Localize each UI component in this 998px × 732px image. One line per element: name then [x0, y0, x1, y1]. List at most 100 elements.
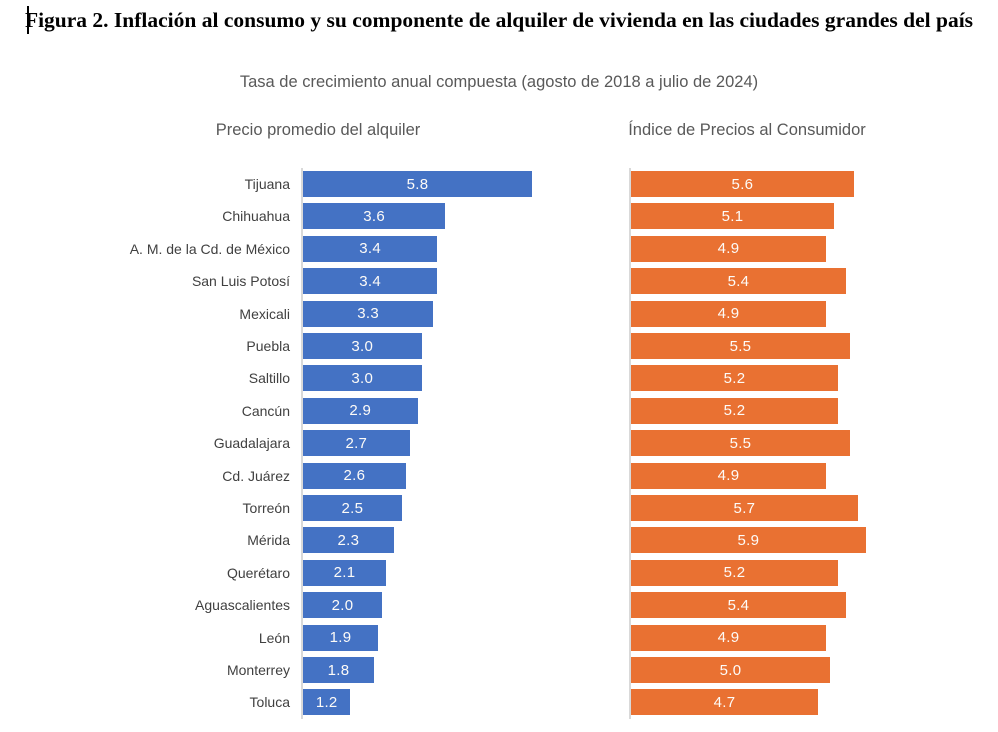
chart-row: Tijuana 5.8 5.6	[0, 168, 998, 200]
alquiler-value-label: 3.4	[359, 240, 382, 258]
alquiler-value-label: 2.1	[333, 564, 356, 582]
ipc-value-label: 5.4	[727, 596, 750, 614]
ipc-value-label: 4.9	[717, 467, 740, 485]
ipc-bar: 5.4	[631, 268, 846, 295]
chart-row: A. M. de la Cd. de México 3.4 4.9	[0, 233, 998, 265]
alquiler-bar: 3.0	[303, 333, 422, 359]
alquiler-value-label: 2.3	[337, 531, 360, 549]
category-label: Cd. Juárez	[222, 467, 290, 484]
ipc-bar: 5.0	[631, 657, 830, 683]
ipc-value-label: 5.4	[727, 272, 750, 290]
ipc-bar: 5.2	[631, 559, 838, 586]
alquiler-bar: 3.3	[303, 300, 434, 327]
category-label: Tijuana	[244, 176, 290, 192]
ipc-bar: 5.1	[631, 203, 834, 230]
category-label: Mérida	[247, 532, 290, 549]
category-label: San Luis Potosí	[191, 273, 290, 290]
chart-row: San Luis Potosí 3.4 5.4	[0, 265, 998, 297]
alquiler-bar: 1.2	[303, 689, 351, 716]
chart-row: Cancún 2.9 5.2	[0, 395, 998, 427]
category-label: León	[258, 629, 290, 646]
ipc-value-label: 5.5	[729, 337, 752, 355]
alquiler-bar: 2.5	[303, 495, 402, 521]
category-label: Puebla	[246, 338, 290, 354]
chart-row: Torreón 2.5 5.7	[0, 492, 998, 524]
ipc-bar: 4.7	[631, 689, 819, 716]
alquiler-bar: 1.8	[303, 657, 375, 683]
ipc-value-label: 4.9	[717, 629, 740, 647]
chart-row: Aguascalientes 2.0 5.4	[0, 589, 998, 621]
alquiler-value-label: 2.0	[331, 596, 354, 614]
ipc-bar: 5.4	[631, 592, 846, 619]
ipc-value-label: 5.5	[729, 434, 752, 452]
ipc-bar: 5.5	[631, 430, 850, 457]
chart-row: Saltillo 3.0 5.2	[0, 362, 998, 394]
alquiler-bar: 3.4	[303, 235, 438, 262]
ipc-bar: 4.9	[631, 624, 827, 651]
chart-row: León 1.9 4.9	[0, 622, 998, 654]
category-label: Toluca	[249, 694, 290, 711]
category-label: Cancún	[241, 402, 290, 419]
alquiler-bar: 2.9	[303, 397, 418, 424]
alquiler-value-label: 1.2	[315, 693, 338, 711]
figure-title: Figura 2. Inflación al consumo y su comp…	[24, 8, 974, 32]
category-label: Mexicali	[239, 305, 290, 322]
ipc-value-label: 4.9	[717, 240, 740, 258]
alquiler-value-label: 3.3	[357, 305, 380, 323]
alquiler-value-label: 2.9	[349, 402, 372, 420]
ipc-bar: 4.9	[631, 300, 827, 327]
category-label: Chihuahua	[222, 208, 290, 225]
chart-row: Querétaro 2.1 5.2	[0, 557, 998, 589]
alquiler-bar: 2.7	[303, 430, 410, 457]
ipc-value-label: 4.9	[717, 305, 740, 323]
ipc-bar: 5.2	[631, 397, 838, 424]
alquiler-value-label: 2.7	[345, 434, 368, 452]
bar-chart: Tijuana 5.8 5.6 Chihuahua 3.6 5.1 A. M. de la …	[0, 168, 998, 720]
ipc-value-label: 5.2	[723, 402, 746, 420]
chart-row: Guadalajara 2.7 5.5	[0, 427, 998, 459]
ipc-bar: 4.9	[631, 462, 827, 489]
alquiler-bar: 2.3	[303, 527, 394, 554]
alquiler-bar: 2.0	[303, 592, 382, 619]
figure-subtitle: Tasa de crecimiento anual compuesta (ago…	[239, 73, 759, 91]
alquiler-bar: 1.9	[303, 624, 379, 651]
ipc-bar: 5.7	[631, 495, 858, 521]
axis-line-ipc	[629, 168, 631, 719]
chart-row: Toluca 1.2 4.7	[0, 686, 998, 718]
alquiler-value-label: 3.4	[359, 272, 382, 290]
chart-row: Monterrey 1.8 5.0	[0, 654, 998, 686]
category-label: Torreón	[242, 500, 290, 516]
alquiler-value-label: 2.6	[343, 467, 366, 485]
ipc-value-label: 4.7	[713, 693, 736, 711]
ipc-value-label: 5.7	[733, 499, 756, 517]
category-label: Monterrey	[226, 662, 290, 678]
ipc-value-label: 5.2	[723, 369, 746, 387]
alquiler-bar: 3.4	[303, 268, 438, 295]
alquiler-value-label: 1.9	[329, 629, 352, 647]
alquiler-value-label: 3.0	[351, 369, 374, 387]
alquiler-bar: 5.8	[303, 171, 533, 197]
ipc-bar: 5.6	[631, 171, 854, 197]
ipc-bar: 5.9	[631, 527, 866, 554]
ipc-value-label: 5.6	[731, 175, 754, 193]
chart-row: Chihuahua 3.6 5.1	[0, 200, 998, 232]
alquiler-value-label: 2.5	[341, 499, 364, 517]
alquiler-value-label: 3.6	[363, 207, 385, 225]
category-label: Querétaro	[226, 564, 290, 581]
alquiler-value-label: 3.0	[351, 337, 374, 355]
category-label: Saltillo	[248, 370, 290, 387]
chart-row: Cd. Juárez 2.6 4.9	[0, 460, 998, 492]
axis-line-alquiler	[301, 168, 303, 719]
ipc-value-label: 5.0	[719, 661, 742, 679]
ipc-bar: 4.9	[631, 235, 827, 262]
panel-title-ipc: Índice de Precios al Consumidor	[628, 121, 866, 139]
alquiler-value-label: 5.8	[406, 175, 429, 193]
ipc-bar: 5.2	[631, 365, 838, 392]
alquiler-bar: 3.0	[303, 365, 422, 392]
alquiler-bar: 3.6	[303, 203, 446, 230]
alquiler-bar: 2.1	[303, 559, 386, 586]
category-label: Aguascalientes	[195, 597, 290, 614]
chart-row: Puebla 3.0 5.5	[0, 330, 998, 362]
alquiler-value-label: 1.8	[327, 661, 350, 679]
